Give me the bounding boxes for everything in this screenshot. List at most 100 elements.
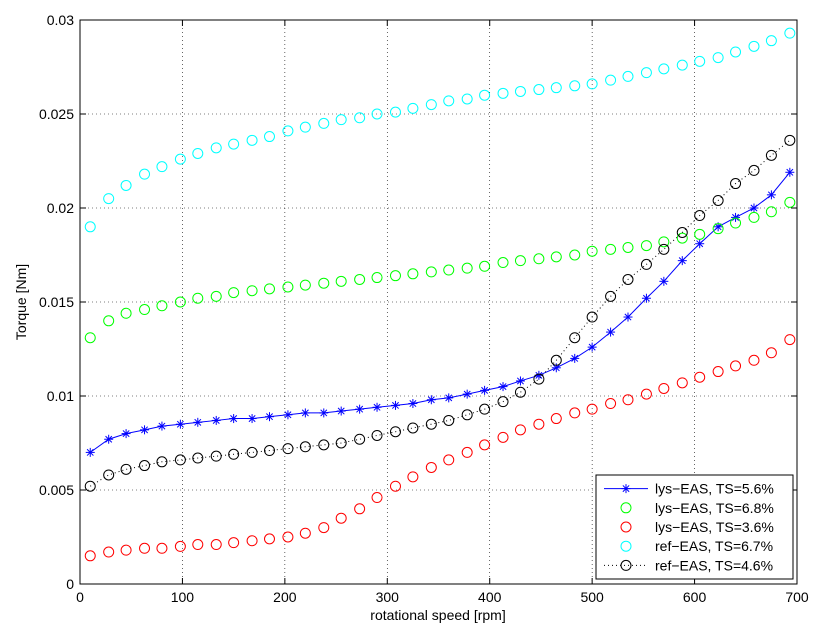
data-point bbox=[444, 393, 454, 403]
data-point bbox=[731, 212, 741, 222]
data-point bbox=[533, 253, 545, 265]
legend-item: lys−EAS, TS=5.6% bbox=[604, 481, 774, 497]
data-point bbox=[103, 546, 115, 558]
data-point bbox=[174, 296, 186, 308]
data-point bbox=[139, 168, 151, 180]
data-point bbox=[389, 106, 401, 118]
legend-label: lys−EAS, TS=6.8% bbox=[655, 500, 774, 516]
data-point bbox=[246, 446, 258, 458]
data-point bbox=[694, 371, 706, 383]
data-point bbox=[174, 454, 186, 466]
data-point bbox=[139, 304, 151, 316]
data-point bbox=[712, 366, 724, 378]
data-point bbox=[622, 273, 634, 285]
data-point bbox=[103, 193, 115, 205]
x-tick-label: 200 bbox=[273, 589, 297, 605]
data-point bbox=[335, 275, 347, 287]
data-point bbox=[514, 386, 526, 398]
data-point bbox=[318, 277, 330, 289]
data-point bbox=[246, 535, 258, 547]
data-point bbox=[497, 431, 509, 443]
data-point bbox=[120, 544, 132, 556]
legend-marker bbox=[620, 559, 632, 571]
data-point bbox=[498, 382, 508, 392]
data-point bbox=[318, 117, 330, 129]
data-point bbox=[426, 395, 436, 405]
data-point bbox=[676, 377, 688, 389]
data-point bbox=[246, 134, 258, 146]
legend-label: lys−EAS, TS=5.6% bbox=[655, 481, 774, 497]
legend-label: ref−EAS, TS=6.7% bbox=[655, 538, 773, 554]
data-point bbox=[120, 463, 132, 475]
data-point bbox=[514, 424, 526, 436]
data-point bbox=[354, 433, 366, 445]
y-tick-label: 0.025 bbox=[39, 106, 74, 122]
x-tick-label: 600 bbox=[683, 589, 707, 605]
data-point bbox=[371, 108, 383, 120]
data-point bbox=[748, 164, 760, 176]
series-1 bbox=[85, 167, 795, 457]
data-point bbox=[335, 512, 347, 524]
data-point bbox=[139, 460, 151, 472]
data-point bbox=[263, 131, 275, 143]
y-tick-label: 0.02 bbox=[47, 200, 74, 216]
data-point bbox=[550, 413, 562, 425]
data-point bbox=[765, 206, 777, 218]
data-point bbox=[425, 266, 437, 278]
data-point bbox=[551, 363, 561, 373]
data-point bbox=[282, 531, 294, 543]
data-point bbox=[784, 196, 796, 208]
data-point bbox=[497, 396, 509, 408]
data-point bbox=[210, 539, 222, 551]
data-point bbox=[318, 522, 330, 534]
data-point bbox=[748, 40, 760, 52]
data-point bbox=[299, 279, 311, 291]
data-point bbox=[283, 410, 293, 420]
data-point bbox=[408, 399, 418, 409]
data-point bbox=[641, 293, 651, 303]
legend: lys−EAS, TS=5.6% lys−EAS, TS=6.8% lys−EAS,… bbox=[595, 474, 794, 580]
data-point bbox=[85, 447, 95, 457]
data-point bbox=[263, 445, 275, 457]
data-point bbox=[694, 210, 706, 222]
legend-label: ref−EAS, TS=4.6% bbox=[655, 557, 773, 573]
data-point bbox=[550, 251, 562, 263]
data-point bbox=[640, 388, 652, 400]
data-point bbox=[210, 142, 222, 154]
data-point bbox=[299, 441, 311, 453]
series-line bbox=[89, 171, 791, 453]
data-point bbox=[785, 167, 795, 177]
data-point bbox=[605, 290, 617, 302]
data-point bbox=[497, 87, 509, 99]
data-point bbox=[263, 283, 275, 295]
data-point bbox=[658, 63, 670, 75]
data-point bbox=[766, 190, 776, 200]
data-point bbox=[264, 412, 274, 422]
data-point bbox=[533, 373, 545, 385]
data-point bbox=[658, 382, 670, 394]
data-point bbox=[84, 332, 96, 344]
data-point bbox=[299, 121, 311, 133]
data-point bbox=[730, 46, 742, 58]
data-point bbox=[389, 480, 401, 492]
data-point bbox=[371, 492, 383, 504]
legend-item: lys−EAS, TS=3.6% bbox=[620, 519, 774, 535]
legend-marker bbox=[620, 540, 632, 552]
data-point bbox=[748, 354, 760, 366]
x-tick-label: 400 bbox=[478, 589, 502, 605]
data-point bbox=[586, 403, 598, 415]
data-point bbox=[156, 161, 168, 173]
data-point bbox=[120, 179, 132, 191]
data-point bbox=[514, 255, 526, 267]
legend-marker bbox=[620, 521, 632, 533]
data-point bbox=[694, 228, 706, 240]
data-point bbox=[712, 194, 724, 206]
data-point bbox=[319, 408, 329, 418]
data-point bbox=[730, 217, 742, 229]
y-axis-title: Torque [Nm] bbox=[13, 264, 29, 340]
data-point bbox=[425, 461, 437, 473]
data-point bbox=[605, 74, 617, 86]
data-point bbox=[606, 327, 616, 337]
data-point bbox=[407, 268, 419, 280]
